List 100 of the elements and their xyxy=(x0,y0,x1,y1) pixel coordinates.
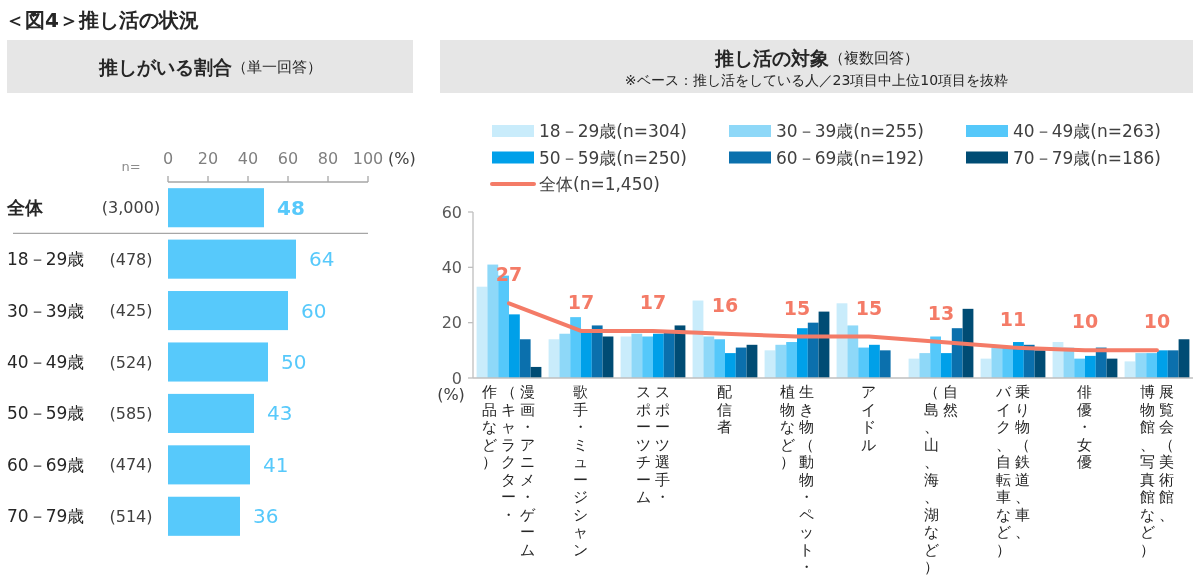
text: n= xyxy=(121,158,141,174)
bar xyxy=(775,344,787,378)
data-label: 15 xyxy=(783,296,811,319)
bar xyxy=(168,496,240,536)
bar xyxy=(581,330,592,378)
y-tick-label: 40－49歳 xyxy=(7,352,85,372)
y-tick-label: 60－69歳 xyxy=(7,454,85,475)
x-tick-label: 60 xyxy=(277,148,299,168)
text: ※ベース：推し活をしている人／23項目中上位10項目を抜粋 xyxy=(624,72,1009,88)
legend-label: 18－29歳(n=304) xyxy=(539,121,687,141)
y-tick-label: 70－79歳 xyxy=(7,506,85,527)
x-tick-label: 自然（島、山、海、湖など） xyxy=(924,383,961,577)
bar xyxy=(168,239,296,279)
bar xyxy=(519,339,531,378)
data-label: 50 xyxy=(281,350,307,374)
data-label: 36 xyxy=(253,504,279,529)
bar xyxy=(869,344,880,378)
bar xyxy=(631,333,643,378)
bar xyxy=(168,188,264,228)
x-tick-label: 生き物（動物・ペット・植物など） xyxy=(780,383,817,577)
x-tick-label: 20 xyxy=(197,148,219,168)
bar xyxy=(725,353,736,378)
data-label: 41 xyxy=(263,452,289,477)
data-label: 16 xyxy=(711,293,739,316)
x-tick-label: 100 xyxy=(352,148,384,168)
x-tick-label: 俳優・女優 xyxy=(1077,383,1095,472)
legend-label: 60－69歳(n=192) xyxy=(776,147,924,168)
x-tick-label: 漫画・アニメ・ゲーム（キャラクター・作品など） xyxy=(481,383,538,559)
bar xyxy=(847,325,859,378)
x-tick-label: 歌手・ミュージシャン xyxy=(573,383,591,559)
bar xyxy=(786,342,797,378)
y-tick-label: 18－29歳 xyxy=(7,249,85,270)
bar xyxy=(548,339,560,378)
data-label: 60 xyxy=(301,298,327,323)
bar xyxy=(858,347,869,378)
y-tick-label: 60 xyxy=(441,202,462,222)
bar xyxy=(663,330,675,378)
text: (524) xyxy=(109,352,153,372)
bar xyxy=(642,336,653,378)
data-label: 11 xyxy=(999,307,1027,330)
bar xyxy=(807,322,819,378)
bar xyxy=(879,350,891,378)
bar xyxy=(1085,355,1096,378)
text: ＜図4＞推し活の状況 xyxy=(5,8,199,32)
x-tick-label: スポーツ選手・スポーツチーム xyxy=(636,383,673,507)
data-label: 13 xyxy=(927,302,955,325)
data-label: 10 xyxy=(1071,310,1099,333)
bar xyxy=(653,333,664,378)
chart-title: 推しがいる割合 xyxy=(97,56,232,78)
bar xyxy=(168,342,268,382)
x-axis-title: (%) xyxy=(388,148,416,168)
bar xyxy=(559,333,571,378)
legend-label: 40－49歳(n=263) xyxy=(1013,121,1161,141)
data-label: 17 xyxy=(567,290,595,313)
bar xyxy=(509,314,520,378)
x-tick-label: 40 xyxy=(237,148,259,168)
x-tick-label: 0 xyxy=(162,148,174,168)
data-label: 17 xyxy=(639,290,667,313)
legend-label: 70－79歳(n=186) xyxy=(1013,147,1161,168)
y-tick-label: 50－59歳 xyxy=(7,403,85,424)
bar xyxy=(168,393,254,433)
chart-subtitle: （複数回答） xyxy=(828,49,919,67)
x-tick-label: 80 xyxy=(317,148,339,168)
text: (425) xyxy=(109,301,153,321)
bar xyxy=(570,317,581,378)
y-tick-label: 30－39歳 xyxy=(7,300,85,321)
data-label: 48 xyxy=(277,195,305,220)
bar xyxy=(951,328,963,378)
y-tick-label: 全体 xyxy=(6,197,44,219)
bar xyxy=(591,325,603,378)
bar xyxy=(941,353,952,378)
legend-label: 30－39歳(n=255) xyxy=(776,121,924,141)
y-tick-label: 40 xyxy=(441,257,462,277)
text: (474) xyxy=(109,455,153,475)
bar xyxy=(714,339,725,378)
x-tick-label: 展覧会（美術館、博物館、写真館など） xyxy=(1140,383,1177,559)
y-tick-label: 20 xyxy=(441,313,462,333)
bar xyxy=(1002,347,1013,378)
data-label: 43 xyxy=(267,401,293,426)
legend-label: 全体(n=1,450) xyxy=(539,174,660,194)
bar xyxy=(703,336,715,378)
legend-label: 50－59歳(n=250) xyxy=(539,147,687,168)
bar xyxy=(991,347,1003,378)
x-tick-label: 配信者 xyxy=(717,383,735,437)
bar xyxy=(168,445,250,485)
bar xyxy=(919,353,931,378)
bar xyxy=(1178,339,1190,378)
text: (585) xyxy=(109,403,153,423)
data-label: 15 xyxy=(855,296,883,319)
bar xyxy=(487,264,499,378)
bar xyxy=(1146,353,1157,378)
bar xyxy=(1167,350,1179,378)
text: (478) xyxy=(109,249,153,269)
chart-title: 推し活の対象 xyxy=(713,47,829,69)
bar xyxy=(476,286,488,378)
bar xyxy=(735,347,747,378)
bar xyxy=(1074,358,1085,378)
bar xyxy=(1135,353,1147,378)
x-tick-label: 乗り物（鉄道、車、バイク、自転車など） xyxy=(995,383,1033,559)
chart-subtitle: （単一回答） xyxy=(231,58,322,76)
